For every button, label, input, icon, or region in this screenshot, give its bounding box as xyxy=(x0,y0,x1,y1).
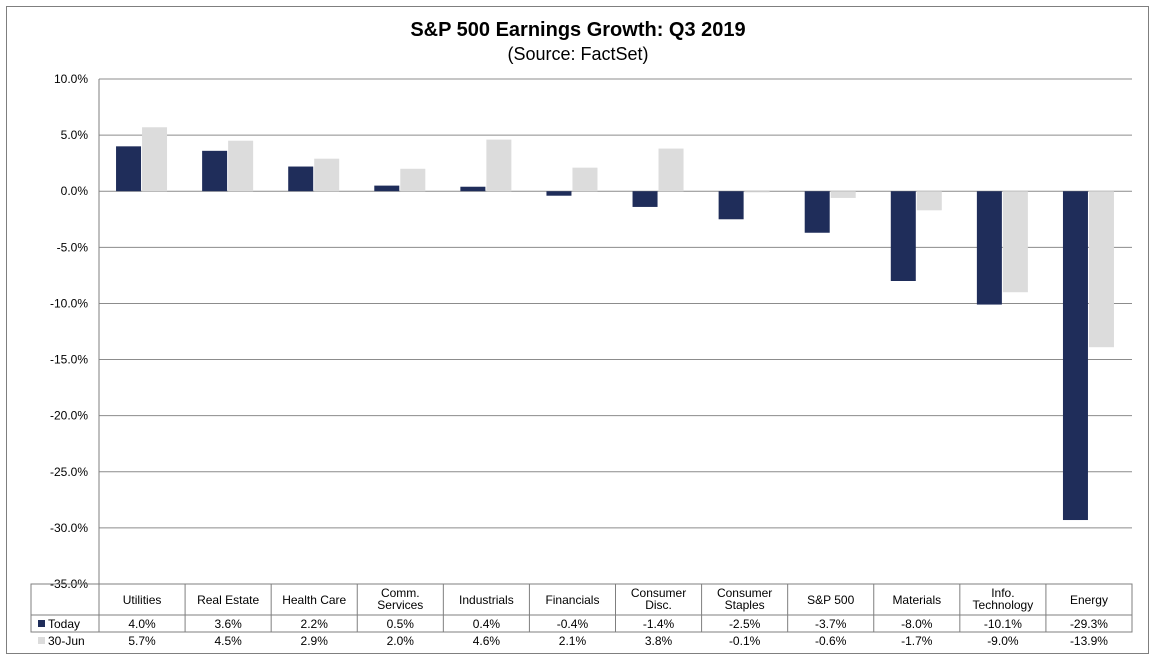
legend-swatch xyxy=(38,620,45,627)
bar-today xyxy=(460,186,486,192)
y-tick-label: -5.0% xyxy=(57,240,89,254)
data-label: 4.0% xyxy=(128,617,156,631)
chart-frame xyxy=(6,6,1149,654)
y-tick-label: -30.0% xyxy=(50,521,88,535)
data-table: Utilities Real Estate Health Care Comm.Serv… xyxy=(30,583,1133,648)
bar-30-jun xyxy=(744,191,770,193)
bar-30-jun xyxy=(1002,191,1028,293)
bar-30-jun xyxy=(658,148,684,192)
category-label: Energy xyxy=(1070,593,1108,607)
category-label: Comm. xyxy=(381,586,420,600)
data-label: 0.5% xyxy=(387,617,415,631)
data-label: -2.5% xyxy=(729,617,761,631)
legend-series-name: 30-Jun xyxy=(48,634,85,648)
bar-30-jun xyxy=(314,158,340,192)
data-label: -29.3% xyxy=(1070,617,1108,631)
y-tick-label: -15.0% xyxy=(50,353,88,367)
y-tick-label: -10.0% xyxy=(50,296,88,310)
category-label: Info. xyxy=(991,586,1014,600)
chart-subtitle: (Source: FactSet) xyxy=(507,44,648,64)
bar-30-jun xyxy=(142,127,168,192)
data-label: 2.9% xyxy=(301,634,329,648)
category-label: Staples xyxy=(725,598,765,612)
data-label: 5.7% xyxy=(128,634,156,648)
bar-30-jun xyxy=(486,139,512,192)
category-label: Technology xyxy=(973,598,1034,612)
bar-30-jun xyxy=(916,191,942,211)
bar-30-jun xyxy=(400,168,426,192)
category-label: Utilities xyxy=(123,593,162,607)
bar-today xyxy=(890,191,916,281)
data-label: -0.6% xyxy=(815,634,847,648)
bars xyxy=(116,127,1114,521)
data-label: 3.8% xyxy=(645,634,673,648)
data-label: -13.9% xyxy=(1070,634,1108,648)
bar-30-jun xyxy=(1088,191,1114,348)
data-label: 3.6% xyxy=(214,617,242,631)
axes: 10.0% 5.0% 0.0% -5.0% -10.0% -15.0% -20.0% -25.… xyxy=(50,72,100,591)
y-tick-label: 0.0% xyxy=(61,184,89,198)
chart-title: S&P 500 Earnings Growth: Q3 2019 xyxy=(410,19,745,41)
data-label: 2.1% xyxy=(559,634,587,648)
bar-today xyxy=(718,191,744,220)
category-label: Real Estate xyxy=(197,593,259,607)
y-tick-label: 10.0% xyxy=(54,72,88,86)
data-label: 4.6% xyxy=(473,634,501,648)
bar-today xyxy=(546,191,572,196)
legend-swatch xyxy=(38,637,45,644)
data-label: -8.0% xyxy=(901,617,933,631)
data-label: 2.0% xyxy=(387,634,415,648)
category-label: Industrials xyxy=(459,593,514,607)
bar-today xyxy=(976,191,1002,305)
category-label: Disc. xyxy=(645,598,672,612)
gridlines xyxy=(99,78,1132,585)
bar-today xyxy=(1062,191,1088,521)
category-label: Consumer xyxy=(717,586,772,600)
data-label: -10.1% xyxy=(984,617,1022,631)
bar-30-jun xyxy=(830,191,856,198)
data-label: -0.4% xyxy=(557,617,589,631)
bar-30-jun xyxy=(572,167,598,192)
bar-today xyxy=(632,191,658,207)
bar-today xyxy=(288,166,314,192)
data-label: -1.4% xyxy=(643,617,675,631)
category-label: Health Care xyxy=(282,593,346,607)
bar-today xyxy=(374,185,400,192)
data-label: -0.1% xyxy=(729,634,761,648)
data-label: 2.2% xyxy=(301,617,329,631)
data-label: 4.5% xyxy=(214,634,242,648)
data-label: -1.7% xyxy=(901,634,933,648)
bar-30-jun xyxy=(228,140,254,192)
bar-today xyxy=(804,191,830,233)
category-label: Financials xyxy=(545,593,599,607)
data-label: -9.0% xyxy=(987,634,1019,648)
category-label: Services xyxy=(377,598,423,612)
bar-today xyxy=(116,146,142,192)
category-label: Consumer xyxy=(631,586,686,600)
bar-today xyxy=(202,150,228,192)
legend-series-name: Today xyxy=(48,617,80,631)
data-label: 0.4% xyxy=(473,617,501,631)
category-label: Materials xyxy=(892,593,941,607)
y-tick-label: 5.0% xyxy=(61,128,89,142)
y-tick-label: -20.0% xyxy=(50,409,88,423)
data-label: -3.7% xyxy=(815,617,847,631)
category-label: S&P 500 xyxy=(807,593,854,607)
y-tick-label: -25.0% xyxy=(50,465,88,479)
